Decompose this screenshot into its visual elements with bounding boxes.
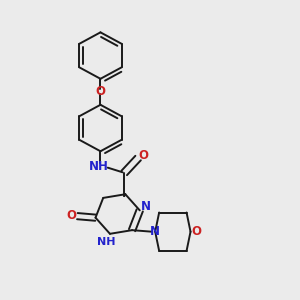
Text: NH: NH: [98, 237, 116, 247]
Text: O: O: [138, 149, 148, 162]
Text: O: O: [191, 225, 202, 238]
Text: N: N: [141, 200, 151, 213]
Text: O: O: [95, 85, 106, 98]
Text: N: N: [150, 225, 160, 238]
Text: NH: NH: [89, 160, 109, 172]
Text: O: O: [66, 209, 76, 222]
